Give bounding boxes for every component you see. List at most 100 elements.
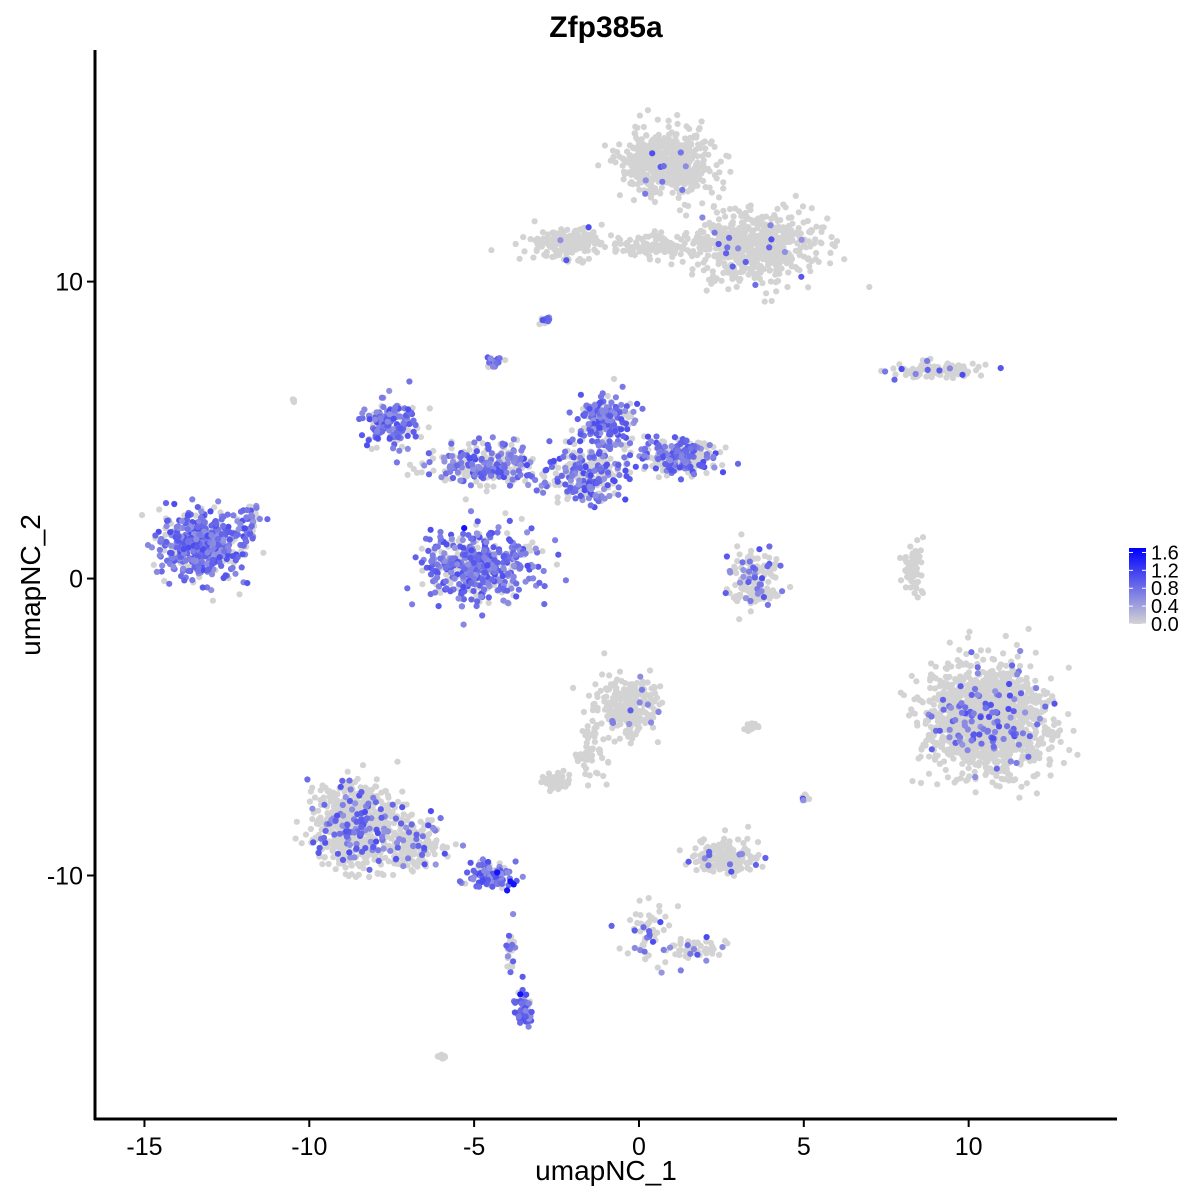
cell-point — [655, 474, 662, 481]
cell-point — [752, 253, 760, 260]
cell-point — [656, 149, 663, 156]
cell-point — [654, 694, 661, 702]
cell-point — [592, 730, 599, 737]
cell-point — [606, 709, 613, 716]
cell-point — [620, 247, 627, 254]
cell-point — [736, 234, 743, 241]
cell-point — [931, 756, 939, 763]
cell-point — [943, 665, 951, 673]
cell-point — [1007, 742, 1014, 749]
cell-point — [209, 597, 216, 604]
cell-point — [534, 238, 541, 245]
cell-point — [679, 258, 686, 265]
cell-point — [966, 628, 973, 635]
cell-point — [717, 844, 724, 851]
cell-point — [342, 871, 349, 878]
cell-point — [556, 251, 563, 258]
cell-point — [521, 248, 528, 255]
cell-point — [642, 692, 649, 699]
cell-point — [629, 681, 636, 688]
cell-point — [772, 590, 779, 598]
cell-point — [701, 222, 709, 229]
cell-point — [426, 405, 433, 412]
cell-point — [611, 738, 618, 745]
cell-point — [1013, 641, 1021, 649]
cell-point — [719, 237, 726, 244]
cell-point — [917, 366, 924, 373]
cell-point — [565, 493, 572, 500]
cell-point — [647, 192, 654, 199]
cell-point — [636, 179, 643, 186]
cell-point — [616, 668, 624, 675]
cell-point — [355, 871, 362, 878]
cell-point — [1065, 711, 1072, 718]
cell-point — [985, 689, 992, 696]
cell-point — [1012, 776, 1019, 783]
cell-point — [720, 207, 727, 214]
cell-point — [1060, 759, 1067, 767]
cell-point — [805, 284, 812, 291]
cell-point — [984, 743, 991, 750]
cell-point — [1000, 650, 1007, 657]
cell-point — [567, 237, 574, 244]
cell-point — [789, 237, 796, 244]
cell-point — [594, 693, 601, 701]
cell-point — [703, 469, 710, 477]
cell-point — [260, 549, 267, 556]
cell-point — [683, 173, 690, 180]
cell-point — [419, 581, 426, 588]
cell-point — [710, 240, 718, 247]
cell-point — [946, 673, 953, 681]
cell-point — [1023, 695, 1030, 703]
cell-point — [713, 209, 721, 216]
cell-point — [748, 259, 755, 266]
cell-point — [319, 861, 326, 868]
cell-point — [1074, 751, 1081, 758]
cell-point — [607, 703, 614, 710]
cell-point — [759, 250, 766, 257]
cell-point — [722, 444, 729, 451]
cell-point — [944, 774, 952, 781]
cell-point — [1036, 693, 1043, 700]
cell-point — [911, 590, 918, 597]
cell-point — [788, 214, 795, 221]
cell-point — [607, 232, 615, 239]
cell-point — [917, 779, 925, 787]
cell-point — [712, 252, 720, 259]
cell-point — [315, 807, 322, 814]
cell-point — [737, 859, 744, 867]
cell-point — [787, 583, 794, 591]
cell-point — [636, 186, 643, 193]
cell-point — [691, 852, 698, 859]
cell-point — [775, 246, 782, 253]
cell-point — [1028, 690, 1035, 697]
cell-point — [661, 239, 668, 246]
cell-point — [610, 375, 618, 382]
cell-point — [827, 260, 834, 267]
cell-point — [560, 767, 567, 774]
cell-point — [654, 116, 661, 123]
cell-point — [539, 240, 546, 247]
cell-point — [738, 531, 745, 538]
cell-point — [750, 227, 757, 234]
scatter-points — [138, 107, 1081, 1062]
cell-point — [615, 234, 622, 241]
cell-point — [672, 167, 679, 174]
cell-point — [585, 692, 593, 699]
cell-point — [913, 719, 921, 726]
cell-point — [737, 251, 744, 259]
cell-point — [713, 162, 720, 169]
cell-point — [718, 277, 725, 284]
cell-point — [736, 616, 743, 623]
cell-point — [592, 681, 599, 688]
cell-point — [966, 680, 974, 688]
cell-point — [951, 710, 958, 717]
cell-point — [943, 374, 950, 381]
cell-point — [953, 696, 960, 703]
cell-point — [908, 672, 915, 680]
cell-point — [739, 219, 746, 226]
cell-point — [733, 257, 740, 264]
cell-point — [777, 217, 784, 224]
cell-point — [718, 860, 725, 868]
cell-point — [739, 211, 747, 218]
